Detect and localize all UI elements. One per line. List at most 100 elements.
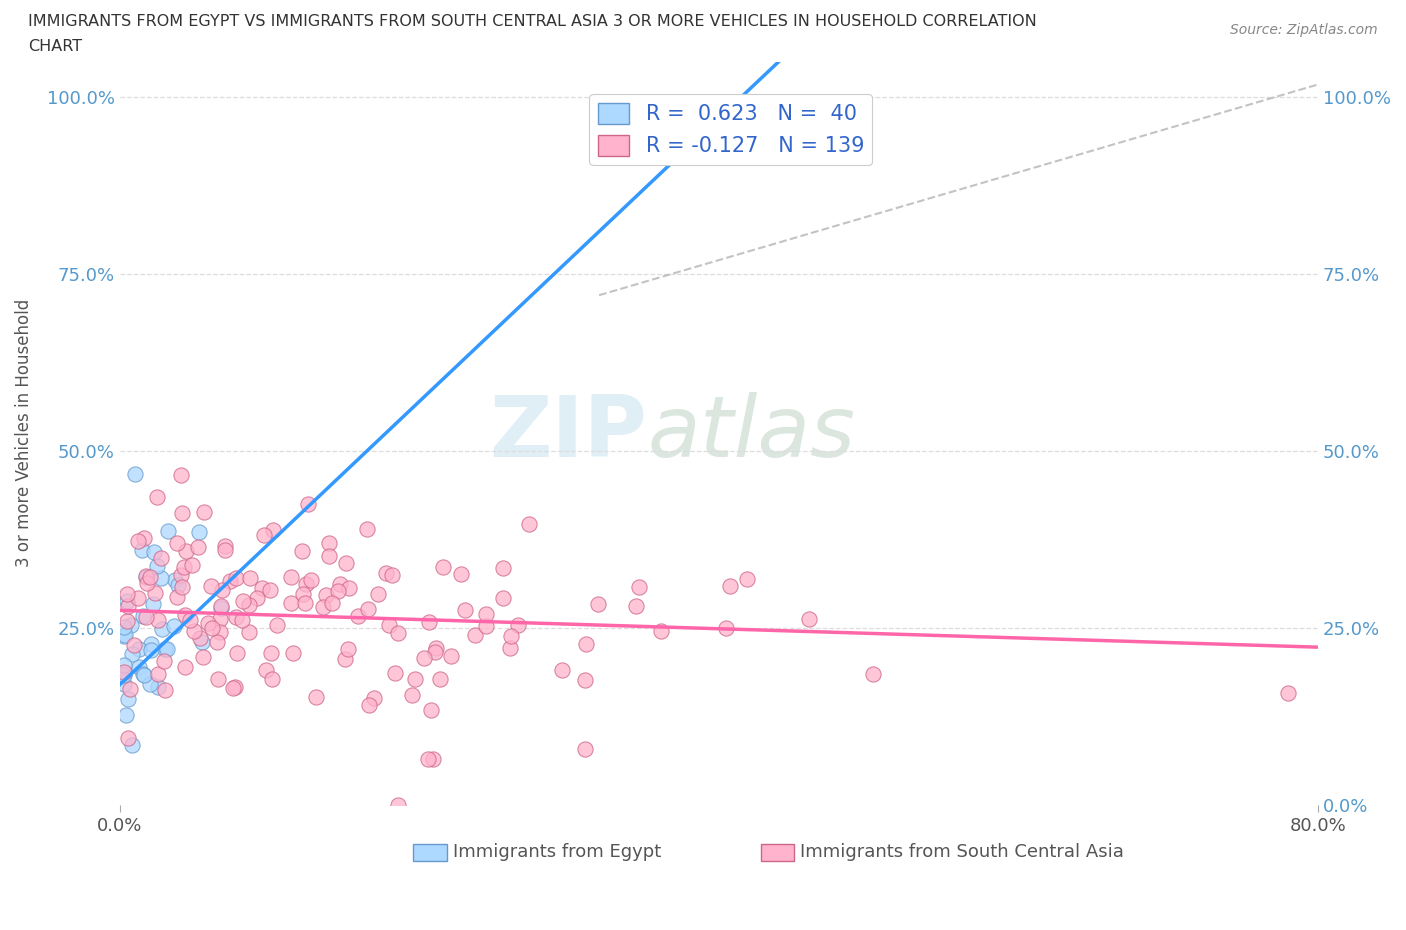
Point — [318, 549, 340, 564]
Point — [117, 692, 139, 707]
Point — [225, 609, 247, 624]
Point — [499, 641, 522, 656]
Point — [150, 551, 173, 565]
Point — [135, 570, 157, 585]
Point — [420, 702, 443, 717]
Point — [492, 561, 515, 576]
Point — [333, 651, 356, 666]
Point — [205, 635, 228, 650]
Text: Immigrants from South Central Asia: Immigrants from South Central Asia — [800, 843, 1125, 861]
Point — [209, 601, 232, 616]
Point — [208, 625, 231, 640]
Point — [188, 631, 211, 645]
Point — [262, 523, 284, 538]
Point — [183, 623, 205, 638]
Point — [716, 620, 738, 635]
Point — [226, 646, 249, 661]
Point — [200, 578, 222, 593]
Point — [145, 586, 167, 601]
Point — [315, 587, 337, 602]
Point — [224, 680, 246, 695]
Point — [232, 593, 254, 608]
Point — [115, 708, 138, 723]
Point — [121, 737, 143, 752]
Point — [132, 668, 155, 683]
Point — [440, 648, 463, 663]
Text: IMMIGRANTS FROM EGYPT VS IMMIGRANTS FROM SOUTH CENTRAL ASIA 3 OR MORE VEHICLES I: IMMIGRANTS FROM EGYPT VS IMMIGRANTS FROM… — [28, 14, 1036, 29]
Point — [718, 579, 741, 594]
Point — [574, 636, 596, 651]
Point — [266, 618, 288, 632]
Point — [337, 580, 360, 595]
Point — [117, 731, 139, 746]
Point — [117, 587, 139, 602]
Point — [139, 676, 162, 691]
Point — [135, 576, 157, 591]
Point — [166, 536, 188, 551]
Point — [145, 490, 167, 505]
Point — [120, 681, 142, 696]
Point — [326, 584, 349, 599]
Point — [628, 579, 651, 594]
Point — [150, 570, 173, 585]
Point — [238, 598, 260, 613]
Point — [191, 634, 214, 649]
Point — [179, 612, 201, 627]
Point — [321, 595, 343, 610]
Point — [172, 506, 194, 521]
Point — [336, 641, 359, 656]
Bar — [413, 844, 447, 861]
Point — [127, 591, 149, 605]
Point — [259, 583, 281, 598]
Point — [356, 522, 378, 537]
Point — [117, 613, 139, 628]
Point — [146, 667, 169, 682]
Point — [157, 524, 180, 538]
Point — [201, 620, 224, 635]
Point — [291, 586, 314, 601]
Point — [225, 570, 247, 585]
Point — [153, 683, 176, 698]
Point — [453, 603, 475, 618]
Point — [132, 531, 155, 546]
Point — [432, 560, 454, 575]
Point — [799, 612, 821, 627]
Point — [170, 468, 193, 483]
Point — [357, 602, 380, 617]
Point — [135, 568, 157, 583]
Point — [603, 132, 626, 147]
Point — [211, 582, 233, 597]
Point — [112, 677, 135, 692]
Point — [173, 560, 195, 575]
Point — [425, 644, 447, 659]
Point — [281, 645, 304, 660]
Point — [193, 504, 215, 519]
Text: ZIP: ZIP — [489, 392, 647, 475]
Point — [214, 538, 236, 553]
Point — [367, 587, 389, 602]
Point — [381, 567, 404, 582]
Point — [207, 671, 229, 686]
Point — [312, 600, 335, 615]
Point — [318, 536, 340, 551]
Point — [735, 572, 758, 587]
Point — [166, 590, 188, 604]
Point — [145, 558, 167, 573]
Y-axis label: 3 or more Vehicles in Household: 3 or more Vehicles in Household — [15, 299, 32, 567]
Point — [363, 691, 385, 706]
Point — [862, 666, 884, 681]
Point — [174, 607, 197, 622]
Point — [412, 650, 434, 665]
Point — [359, 698, 381, 712]
Point — [294, 596, 316, 611]
Point — [238, 625, 260, 640]
Point — [491, 591, 513, 605]
Point — [128, 659, 150, 674]
Point — [221, 681, 243, 696]
Legend: R =  0.623   N =  40, R = -0.127   N = 139: R = 0.623 N = 40, R = -0.127 N = 139 — [589, 94, 873, 165]
Point — [574, 672, 596, 687]
Point — [146, 612, 169, 627]
Text: Immigrants from Egypt: Immigrants from Egypt — [453, 843, 661, 861]
Point — [172, 579, 194, 594]
Point — [499, 629, 522, 644]
